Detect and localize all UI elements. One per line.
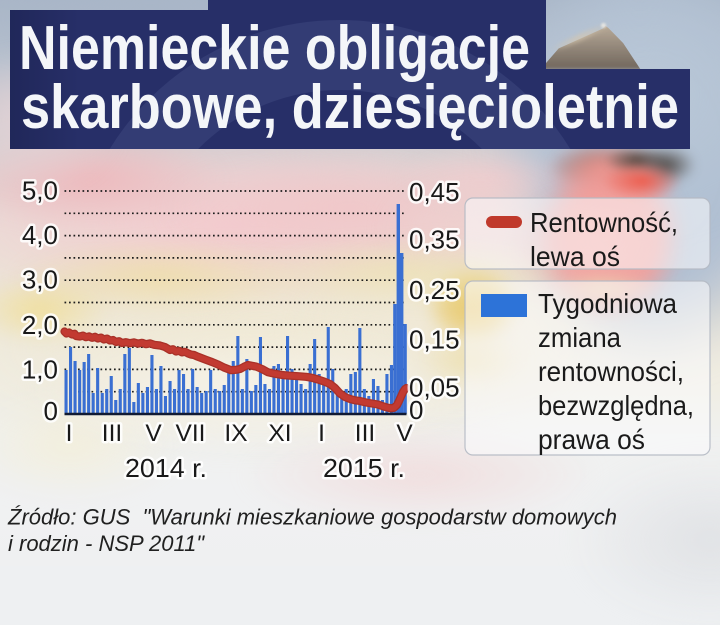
svg-text:0,45: 0,45	[409, 177, 460, 207]
svg-text:lewa oś: lewa oś	[530, 241, 620, 272]
svg-text:I: I	[318, 420, 325, 447]
svg-text:0: 0	[409, 395, 423, 425]
svg-text:prawa oś: prawa oś	[538, 424, 645, 455]
svg-text:4,0: 4,0	[22, 220, 58, 250]
svg-text:Źródło: GUS "Warunki mieszkan: Źródło: GUS "Warunki mieszkaniowe gospod…	[7, 505, 617, 530]
svg-text:2014 r.: 2014 r.	[125, 453, 207, 483]
svg-text:Rentowność,: Rentowność,	[530, 207, 678, 238]
svg-text:V: V	[145, 420, 162, 447]
svg-text:i rodzin - NSP 2011": i rodzin - NSP 2011"	[8, 531, 205, 556]
svg-text:0,35: 0,35	[409, 225, 460, 255]
svg-text:zmiana: zmiana	[538, 322, 622, 353]
svg-text:3,0: 3,0	[22, 265, 58, 295]
svg-text:bezwzględna,: bezwzględna,	[538, 390, 694, 421]
svg-text:0,25: 0,25	[409, 275, 460, 305]
svg-text:0,15: 0,15	[409, 325, 460, 355]
svg-text:0: 0	[44, 396, 58, 426]
svg-text:III: III	[355, 420, 375, 447]
svg-text:Niemieckie obligacje: Niemieckie obligacje	[19, 14, 530, 83]
svg-text:2015 r.: 2015 r.	[323, 453, 405, 483]
svg-text:V: V	[396, 420, 413, 447]
svg-text:XI: XI	[268, 420, 291, 447]
svg-text:III: III	[102, 420, 122, 447]
svg-text:2,0: 2,0	[22, 310, 58, 340]
svg-text:I: I	[66, 420, 73, 447]
svg-text:VII: VII	[176, 420, 206, 447]
svg-text:rentowności,: rentowności,	[538, 356, 684, 387]
svg-text:1,0: 1,0	[22, 354, 58, 384]
svg-text:Tygodniowa: Tygodniowa	[538, 288, 678, 319]
svg-text:IX: IX	[224, 420, 247, 447]
svg-text:skarbowe, dziesięcioletnie: skarbowe, dziesięcioletnie	[21, 73, 679, 142]
svg-text:5,0: 5,0	[22, 176, 58, 206]
svg-text:0,05: 0,05	[409, 373, 460, 403]
